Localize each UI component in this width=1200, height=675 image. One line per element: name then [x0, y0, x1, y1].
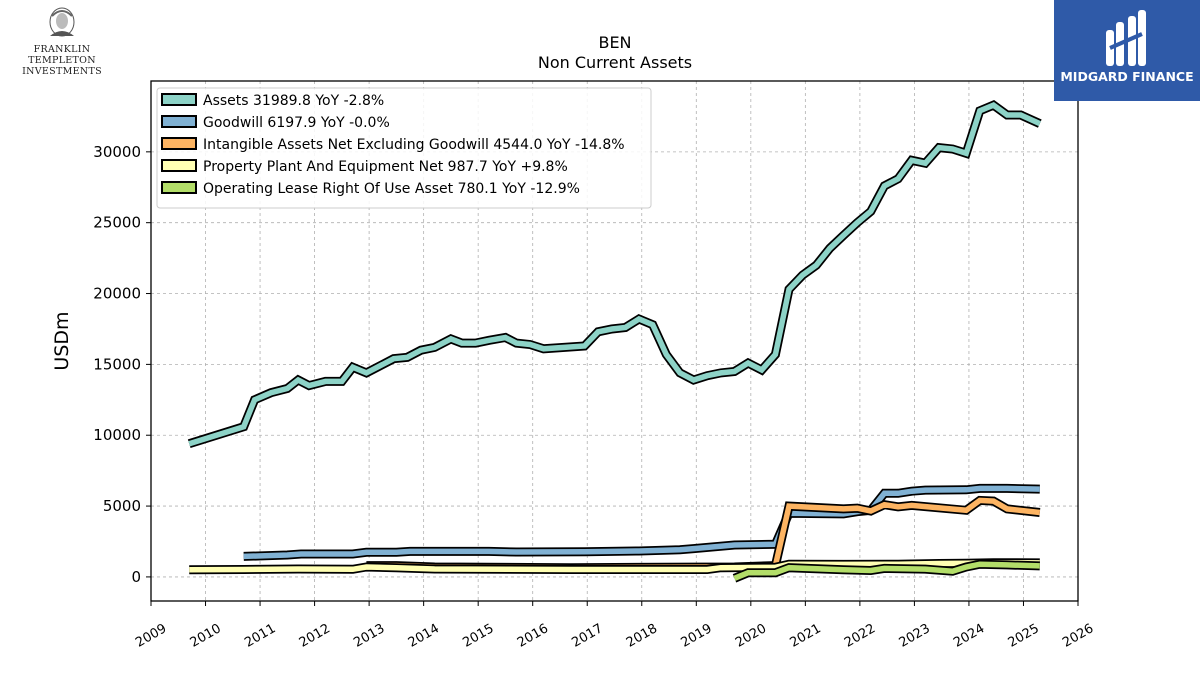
legend-swatch [161, 159, 197, 172]
x-tick-label: 2023 [897, 621, 933, 651]
legend-entry: Property Plant And Equipment Net 987.7 Y… [203, 159, 568, 175]
legend-swatch [161, 181, 197, 194]
series-line [189, 559, 1040, 573]
x-tick-label: 2010 [188, 621, 224, 651]
legend-swatch [161, 93, 197, 106]
series-line [243, 485, 1040, 560]
x-tick-label: 2017 [569, 621, 605, 651]
x-tick-label: 2013 [351, 621, 387, 651]
franklin-templeton-line2: INVESTMENTS [22, 66, 102, 77]
legend-entry: Operating Lease Right Of Use Asset 780.1… [203, 181, 580, 197]
y-axis-label: USDm [51, 311, 73, 370]
y-tick-label: 0 [131, 568, 141, 586]
midgard-finance-logo: MIDGARD FINANCE [1054, 0, 1200, 101]
y-tick-label: 25000 [93, 214, 141, 232]
legend-swatch [161, 115, 197, 128]
portrait-icon [49, 7, 75, 37]
x-tick-label: 2021 [788, 621, 824, 651]
x-tick-label: 2019 [678, 621, 714, 651]
midgard-finance-text: MIDGARD FINANCE [1060, 69, 1194, 84]
y-tick-label: 10000 [93, 426, 141, 444]
legend-entry: Assets 31989.8 YoY -2.8% [203, 93, 384, 109]
legend-entry: Goodwill 6197.9 YoY -0.0% [203, 115, 390, 131]
series-outline [243, 483, 1040, 561]
legend: Assets 31989.8 YoY -2.8% Goodwill 6197.9 … [156, 87, 652, 209]
y-axis: 0 5000 10000 15000 20000 25000 30000 [93, 143, 151, 586]
x-axis: 2009 2010 2011 2012 2013 2014 2015 2016 2017 2018… [133, 601, 1096, 651]
x-tick-label: 2011 [242, 621, 278, 651]
x-tick-label: 2020 [733, 621, 769, 651]
y-tick-label: 20000 [93, 285, 141, 303]
y-tick-label: 15000 [93, 355, 141, 373]
legend-box [156, 87, 652, 209]
x-tick-label: 2014 [406, 621, 442, 651]
x-tick-label: 2016 [515, 621, 551, 651]
x-tick-label: 2026 [1060, 621, 1096, 651]
x-tick-label: 2009 [133, 621, 169, 651]
x-tick-label: 2022 [842, 621, 878, 651]
series-line [366, 497, 1041, 571]
legend-swatch [161, 137, 197, 150]
series-line [733, 561, 1040, 581]
series-line [188, 101, 1041, 447]
chart-subtitle: Non Current Assets [538, 53, 692, 72]
series-lines [187, 99, 1042, 583]
midgard-mark-icon [1106, 10, 1146, 66]
x-tick-label: 2018 [624, 621, 660, 651]
x-tick-label: 2015 [460, 621, 496, 651]
chart-title: BEN [598, 33, 631, 52]
franklin-templeton-line1: FRANKLIN TEMPLETON [28, 44, 96, 66]
legend-entry: Intangible Assets Net Excluding Goodwill… [203, 137, 625, 153]
y-tick-label: 5000 [103, 497, 141, 515]
franklin-templeton-logo: FRANKLIN TEMPLETON INVESTMENTS [4, 6, 120, 77]
plot-frame [150, 80, 1079, 602]
x-tick-label: 2025 [1006, 621, 1042, 651]
x-tick-label: 2012 [297, 621, 333, 651]
x-tick-label: 2024 [951, 621, 987, 651]
y-tick-label: 30000 [93, 143, 141, 161]
